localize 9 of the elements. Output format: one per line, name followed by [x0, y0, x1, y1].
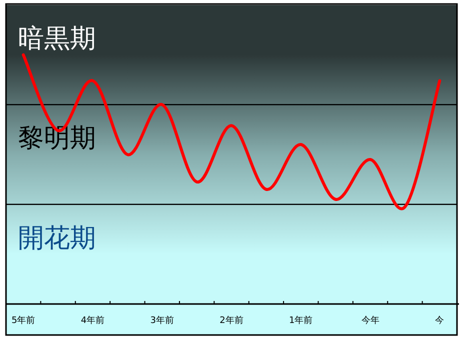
x-tick-label: 4年前	[80, 315, 105, 326]
x-tick-label: 今年	[361, 315, 380, 326]
x-tick-label: 3年前	[150, 315, 174, 326]
x-tick-label: 1年前	[289, 315, 313, 326]
band-label: 暗黒期	[18, 24, 96, 54]
x-tick-label: 今	[435, 315, 444, 326]
x-tick-label: 2年前	[220, 315, 244, 326]
x-tick-label: 5年前	[11, 315, 36, 326]
band-label: 開花期	[18, 223, 96, 254]
